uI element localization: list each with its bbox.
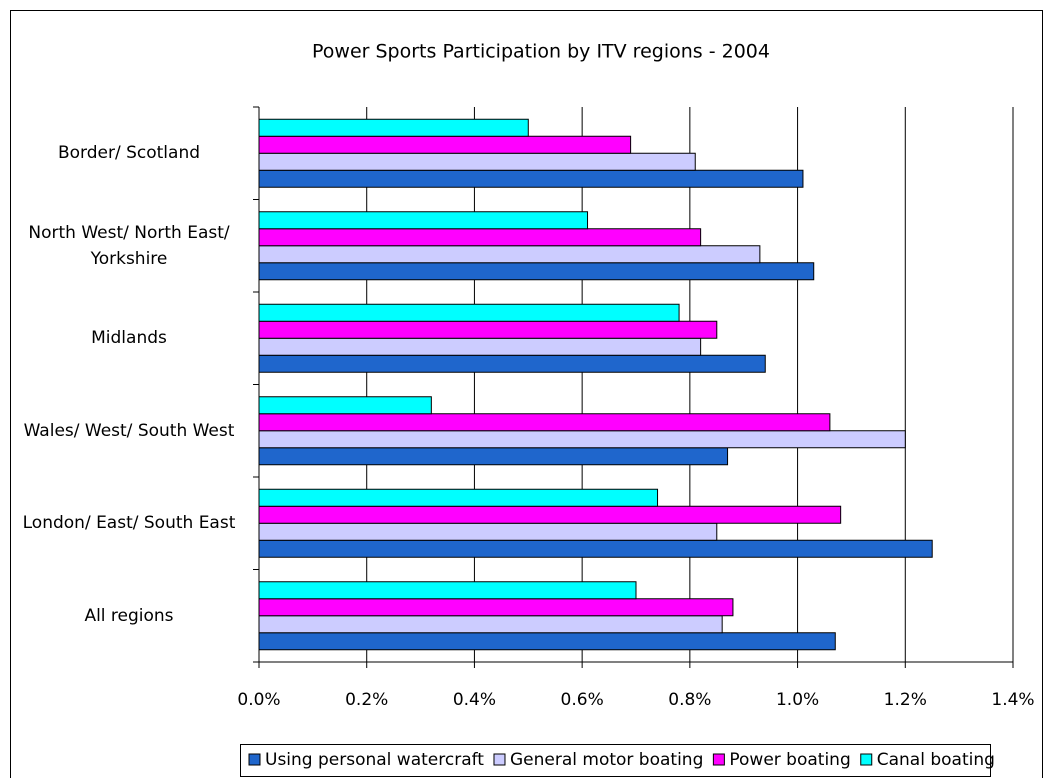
x-tick-label: 1.0% — [776, 690, 819, 710]
bar — [258, 505, 842, 524]
legend-swatch — [248, 753, 261, 766]
x-tick-label: 1.4% — [991, 690, 1034, 710]
bar — [258, 262, 815, 281]
x-tick-label: 1.2% — [884, 690, 927, 710]
bar — [258, 135, 632, 154]
bar — [258, 152, 696, 171]
x-tick-label: 0.8% — [668, 690, 711, 710]
y-tick-label: London/ East/ South East — [22, 513, 236, 534]
bar — [258, 413, 831, 432]
bar — [258, 169, 804, 188]
bar — [258, 211, 589, 230]
y-tick-label: North West/ North East/ Yorkshire — [28, 222, 230, 269]
chart-frame — [10, 10, 1043, 778]
y-tick-label: All regions — [84, 605, 174, 626]
bar — [258, 337, 702, 356]
bar — [258, 320, 718, 339]
bar — [258, 447, 729, 466]
bar — [258, 598, 734, 617]
legend-label: Using personal watercraft — [265, 750, 484, 770]
bar — [258, 118, 529, 137]
bar — [258, 430, 906, 449]
legend-swatch — [493, 753, 506, 766]
x-tick-label: 0.4% — [453, 690, 496, 710]
bar — [258, 615, 723, 634]
bar — [258, 581, 637, 600]
x-tick-label: 0.2% — [345, 690, 388, 710]
bar — [258, 303, 680, 322]
y-tick-label: Wales/ West/ South West — [23, 420, 235, 441]
bar — [258, 396, 432, 415]
chart-title: Power Sports Participation by ITV region… — [312, 41, 770, 63]
bar — [258, 539, 933, 558]
legend-label: Canal boating — [877, 750, 995, 770]
bar — [258, 632, 836, 651]
bar — [258, 228, 702, 247]
bar — [258, 354, 766, 373]
bar — [258, 245, 761, 264]
bar — [258, 488, 659, 507]
y-tick-label: Midlands — [91, 328, 167, 349]
x-tick-label: 0.6% — [561, 690, 604, 710]
legend-label: General motor boating — [510, 750, 703, 770]
legend-label: Power boating — [729, 750, 850, 770]
legend-swatch — [712, 753, 725, 766]
bar — [258, 522, 718, 541]
x-tick-label: 0.0% — [237, 690, 280, 710]
legend-swatch — [860, 753, 873, 766]
y-tick-label: Border/ Scotland — [57, 143, 201, 164]
